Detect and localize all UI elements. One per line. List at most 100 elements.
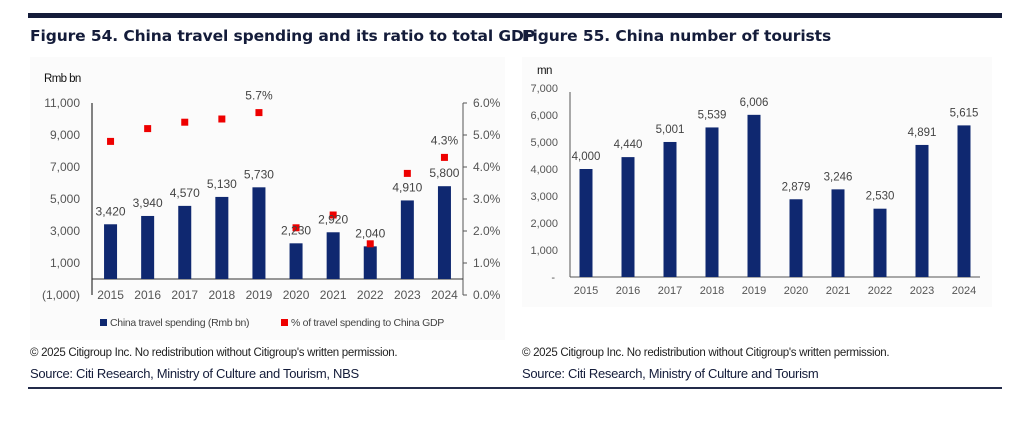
legend-label-ratio: % of travel spending to China GDP [291, 317, 444, 329]
bar-travel-spending [437, 186, 451, 279]
marker-data-label: 5.7% [245, 89, 273, 103]
bar-data-label: 5,800 [429, 166, 459, 180]
figure-54-unit-label: Rmb bn [44, 73, 81, 85]
figure-54-panel [30, 57, 505, 340]
figure-55-source: Source: Citi Research, Ministry of Cultu… [522, 366, 819, 381]
x-axis-tick-label: 2018 [700, 285, 724, 297]
right-axis-tick-label: 0.0% [473, 288, 501, 302]
marker-gdp-ratio [366, 240, 374, 248]
bar-data-label: 4,910 [392, 180, 422, 194]
bar-tourists [621, 157, 635, 277]
bar-travel-spending [215, 196, 229, 279]
x-axis-tick-label: 2016 [134, 288, 161, 302]
figure-55-bottom-rule [512, 387, 1002, 389]
marker-gdp-ratio [329, 211, 337, 219]
left-axis-tick-label: 5,000 [530, 137, 558, 149]
x-axis-tick-label: 2019 [246, 288, 273, 302]
legend-swatch-ratio [281, 319, 288, 326]
x-axis-tick-label: 2023 [910, 285, 934, 297]
x-axis-tick-label: 2024 [952, 285, 976, 297]
bar-data-label: 5,001 [656, 124, 685, 136]
legend-swatch-spending [100, 319, 107, 326]
marker-gdp-ratio [255, 109, 263, 117]
marker-gdp-ratio [403, 169, 411, 177]
bar-travel-spending [141, 215, 155, 279]
figure-54-source: Source: Citi Research, Ministry of Cultu… [30, 366, 359, 381]
bar-data-label: 2,879 [782, 181, 811, 193]
bar-tourists [873, 208, 887, 277]
bar-data-label: 6,006 [740, 97, 769, 109]
x-axis-tick-label: 2017 [658, 285, 682, 297]
bar-data-label: 3,940 [133, 196, 163, 210]
bar-data-label: 2,040 [355, 226, 385, 240]
right-axis-tick-label: 2.0% [473, 224, 501, 238]
x-axis-tick-label: 2020 [784, 285, 808, 297]
left-axis-tick-label: 7,000 [530, 83, 558, 95]
marker-data-label: 4.3% [431, 133, 459, 147]
left-axis-tick-label: 11,000 [44, 96, 80, 110]
bar-data-label: 5,615 [950, 107, 979, 119]
x-axis-tick-label: 2021 [826, 285, 850, 297]
bar-tourists [789, 199, 803, 277]
x-axis-tick-label: 2015 [574, 285, 598, 297]
x-axis-tick-label: 2022 [868, 285, 892, 297]
x-axis-tick-label: 2020 [283, 288, 310, 302]
x-axis-tick-label: 2018 [208, 288, 235, 302]
figure-55-unit-label: mn [537, 65, 552, 77]
bar-data-label: 4,440 [614, 139, 643, 151]
x-axis-tick-label: 2015 [97, 288, 124, 302]
left-axis-tick-label: 2,000 [530, 218, 558, 230]
bar-data-label: 5,730 [244, 167, 274, 181]
bar-tourists [705, 127, 719, 278]
x-axis-tick-label: 2024 [431, 288, 458, 302]
left-axis-tick-label: 5,000 [50, 192, 80, 206]
marker-gdp-ratio [440, 153, 448, 161]
left-axis-tick-label: 6,000 [530, 110, 558, 122]
right-axis-tick-label: 3.0% [473, 192, 501, 206]
left-axis-tick-label: - [551, 272, 555, 284]
marker-gdp-ratio [144, 125, 152, 133]
bar-data-label: 3,420 [96, 204, 126, 218]
bar-data-label: 2,920 [318, 212, 348, 226]
right-axis-tick-label: 6.0% [473, 96, 501, 110]
marker-gdp-ratio [292, 224, 300, 232]
left-axis-tick-label: 4,000 [530, 164, 558, 176]
marker-gdp-ratio [218, 115, 226, 123]
left-axis-tick-label: 1,000 [50, 256, 80, 270]
bar-data-label: 4,570 [170, 186, 200, 200]
x-axis-tick-label: 2016 [616, 285, 640, 297]
bar-travel-spending [400, 200, 414, 279]
bar-data-label: 4,000 [572, 151, 601, 163]
bar-tourists [579, 169, 593, 277]
left-axis-tick-label: 9,000 [50, 128, 80, 142]
bar-travel-spending [104, 224, 118, 279]
x-axis-tick-label: 2021 [320, 288, 347, 302]
figure-54-bottom-rule [28, 387, 512, 389]
bar-tourists [831, 189, 845, 277]
legend-label-spending: China travel spending (Rmb bn) [110, 317, 249, 329]
bar-travel-spending [363, 246, 377, 279]
marker-gdp-ratio [107, 137, 115, 145]
bar-data-label: 3,246 [824, 171, 853, 183]
bar-tourists [915, 144, 929, 277]
right-axis-tick-label: 1.0% [473, 256, 501, 270]
x-axis-tick-label: 2017 [171, 288, 198, 302]
bar-data-label: 5,130 [207, 177, 237, 191]
right-axis-tick-label: 4.0% [473, 160, 501, 174]
left-axis-tick-label: 7,000 [50, 160, 80, 174]
bar-data-label: 4,891 [908, 127, 937, 139]
x-axis-tick-label: 2023 [394, 288, 421, 302]
bar-travel-spending [289, 243, 303, 279]
figure-54-copyright: © 2025 Citigroup Inc. No redistribution … [30, 347, 398, 359]
bar-data-label: 2,530 [866, 191, 895, 203]
figure-55-copyright: © 2025 Citigroup Inc. No redistribution … [522, 347, 890, 359]
bar-tourists [663, 141, 677, 277]
x-axis-tick-label: 2022 [357, 288, 384, 302]
bar-data-label: 5,539 [698, 109, 727, 121]
x-axis-tick-label: 2019 [742, 285, 766, 297]
left-axis-tick-label: 3,000 [50, 224, 80, 238]
bar-travel-spending [326, 232, 340, 279]
figure-54-title: Figure 54. China travel spending and its… [30, 27, 536, 45]
